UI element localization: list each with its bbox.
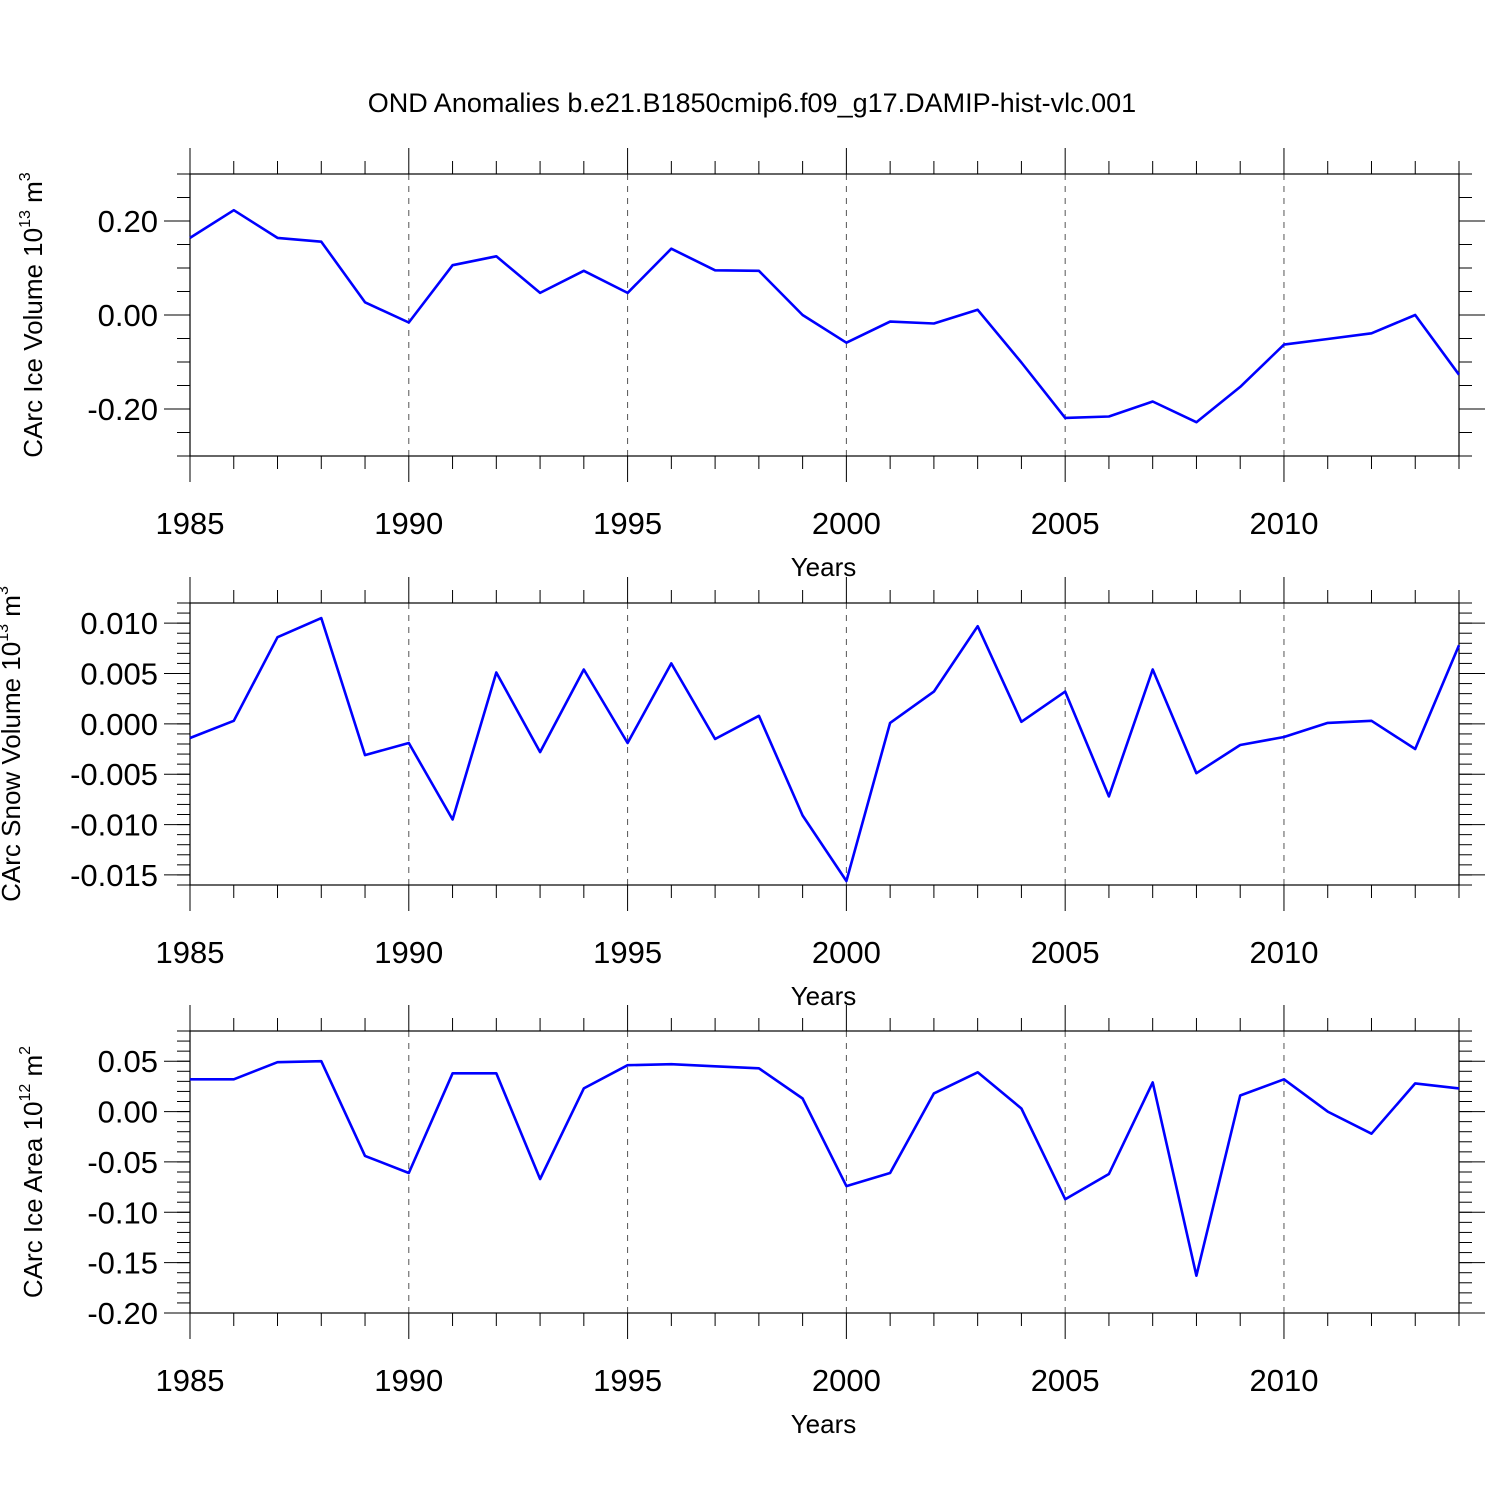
y-axis-label: CArc Ice Volume 1013 m3 xyxy=(17,172,48,457)
y-axis-label-unit: m xyxy=(18,1055,48,1084)
x-tick-label: 2000 xyxy=(812,1363,881,1398)
x-tick-label: 1985 xyxy=(156,506,225,541)
series-line xyxy=(189,616,1461,883)
x-tick-label: 2010 xyxy=(1249,935,1318,970)
series-line xyxy=(189,208,1461,424)
x-tick-label: 1995 xyxy=(593,935,662,970)
y-axis-label-exponent: 13 xyxy=(0,624,12,642)
x-tick-label: 1990 xyxy=(374,1363,443,1398)
x-tick-label: 1995 xyxy=(593,1363,662,1398)
x-tick-label: 2000 xyxy=(812,935,881,970)
y-tick-label: 0.20 xyxy=(98,204,158,239)
y-tick-label: -0.20 xyxy=(87,1296,158,1331)
panel-1: 1985 1990 1995 2000 2005 2010 -0.20 0.00 0.20 Yea… xyxy=(17,148,1485,582)
y-axis-label-unit: m xyxy=(18,181,48,210)
y-tick-label: 0.00 xyxy=(98,1095,158,1130)
y-tick-label: 0.005 xyxy=(80,657,158,692)
x-tick-label: 2005 xyxy=(1031,1363,1100,1398)
x-tick-label: 1990 xyxy=(374,935,443,970)
x-tick-label: 1985 xyxy=(156,1363,225,1398)
x-tick-label: 2005 xyxy=(1031,506,1100,541)
y-tick-label: -0.10 xyxy=(87,1195,158,1230)
x-axis-label: Years xyxy=(791,552,857,582)
y-axis-label-exponent: 12 xyxy=(17,1084,34,1102)
y-tick-label: 0.000 xyxy=(80,707,158,742)
x-tick-label: 1995 xyxy=(593,506,662,541)
y-tick-label: 0.05 xyxy=(98,1044,158,1079)
x-axis-label: Years xyxy=(791,1409,857,1439)
plot-frame xyxy=(189,173,1460,457)
y-axis-label-text: CArc Ice Volume 10 xyxy=(18,228,48,458)
y-axis-label-unit-exponent: 3 xyxy=(17,172,34,181)
plot-frame xyxy=(189,1030,1460,1314)
figure-title: OND Anomalies b.e21.B1850cmip6.f09_g17.D… xyxy=(368,88,1136,118)
y-tick-label: -0.005 xyxy=(70,757,158,792)
series-line xyxy=(190,1059,1460,1277)
panel-3: 1985 1990 1995 2000 2005 2010 -0.20 -0.15 -0.10 -… xyxy=(17,1005,1485,1439)
y-axis-label: CArc Snow Volume 1013 m3 xyxy=(0,586,26,902)
y-axis-label-unit-exponent: 3 xyxy=(0,586,12,595)
y-axis-label-exponent: 13 xyxy=(17,210,34,228)
x-tick-label: 2010 xyxy=(1249,1363,1318,1398)
y-axis-label: CArc Ice Area 1012 m2 xyxy=(17,1046,48,1298)
y-tick-label: -0.015 xyxy=(70,858,158,893)
x-axis-label: Years xyxy=(791,981,857,1011)
y-axis-label-unit: m xyxy=(0,595,26,624)
y-tick-label: -0.010 xyxy=(70,808,158,843)
y-tick-label: 0.010 xyxy=(80,606,158,641)
y-axis-label-unit-exponent: 2 xyxy=(17,1046,34,1055)
x-tick-label: 2000 xyxy=(812,506,881,541)
y-tick-label: -0.20 xyxy=(87,392,158,427)
y-tick-label: 0.00 xyxy=(98,298,158,333)
x-tick-label: 1990 xyxy=(374,506,443,541)
plot-frame xyxy=(189,602,1460,886)
x-tick-label: 1985 xyxy=(156,935,225,970)
panel-2: 1985 1990 1995 2000 2005 2010 -0.015 -0.010 -0.0… xyxy=(0,577,1485,1011)
x-tick-label: 2005 xyxy=(1031,935,1100,970)
y-tick-label: -0.15 xyxy=(87,1246,158,1281)
x-tick-label: 2010 xyxy=(1249,506,1318,541)
y-tick-label: -0.05 xyxy=(87,1145,158,1180)
y-axis-label-text: CArc Ice Area 10 xyxy=(18,1102,48,1299)
y-axis-label-text: CArc Snow Volume 10 xyxy=(0,642,26,902)
